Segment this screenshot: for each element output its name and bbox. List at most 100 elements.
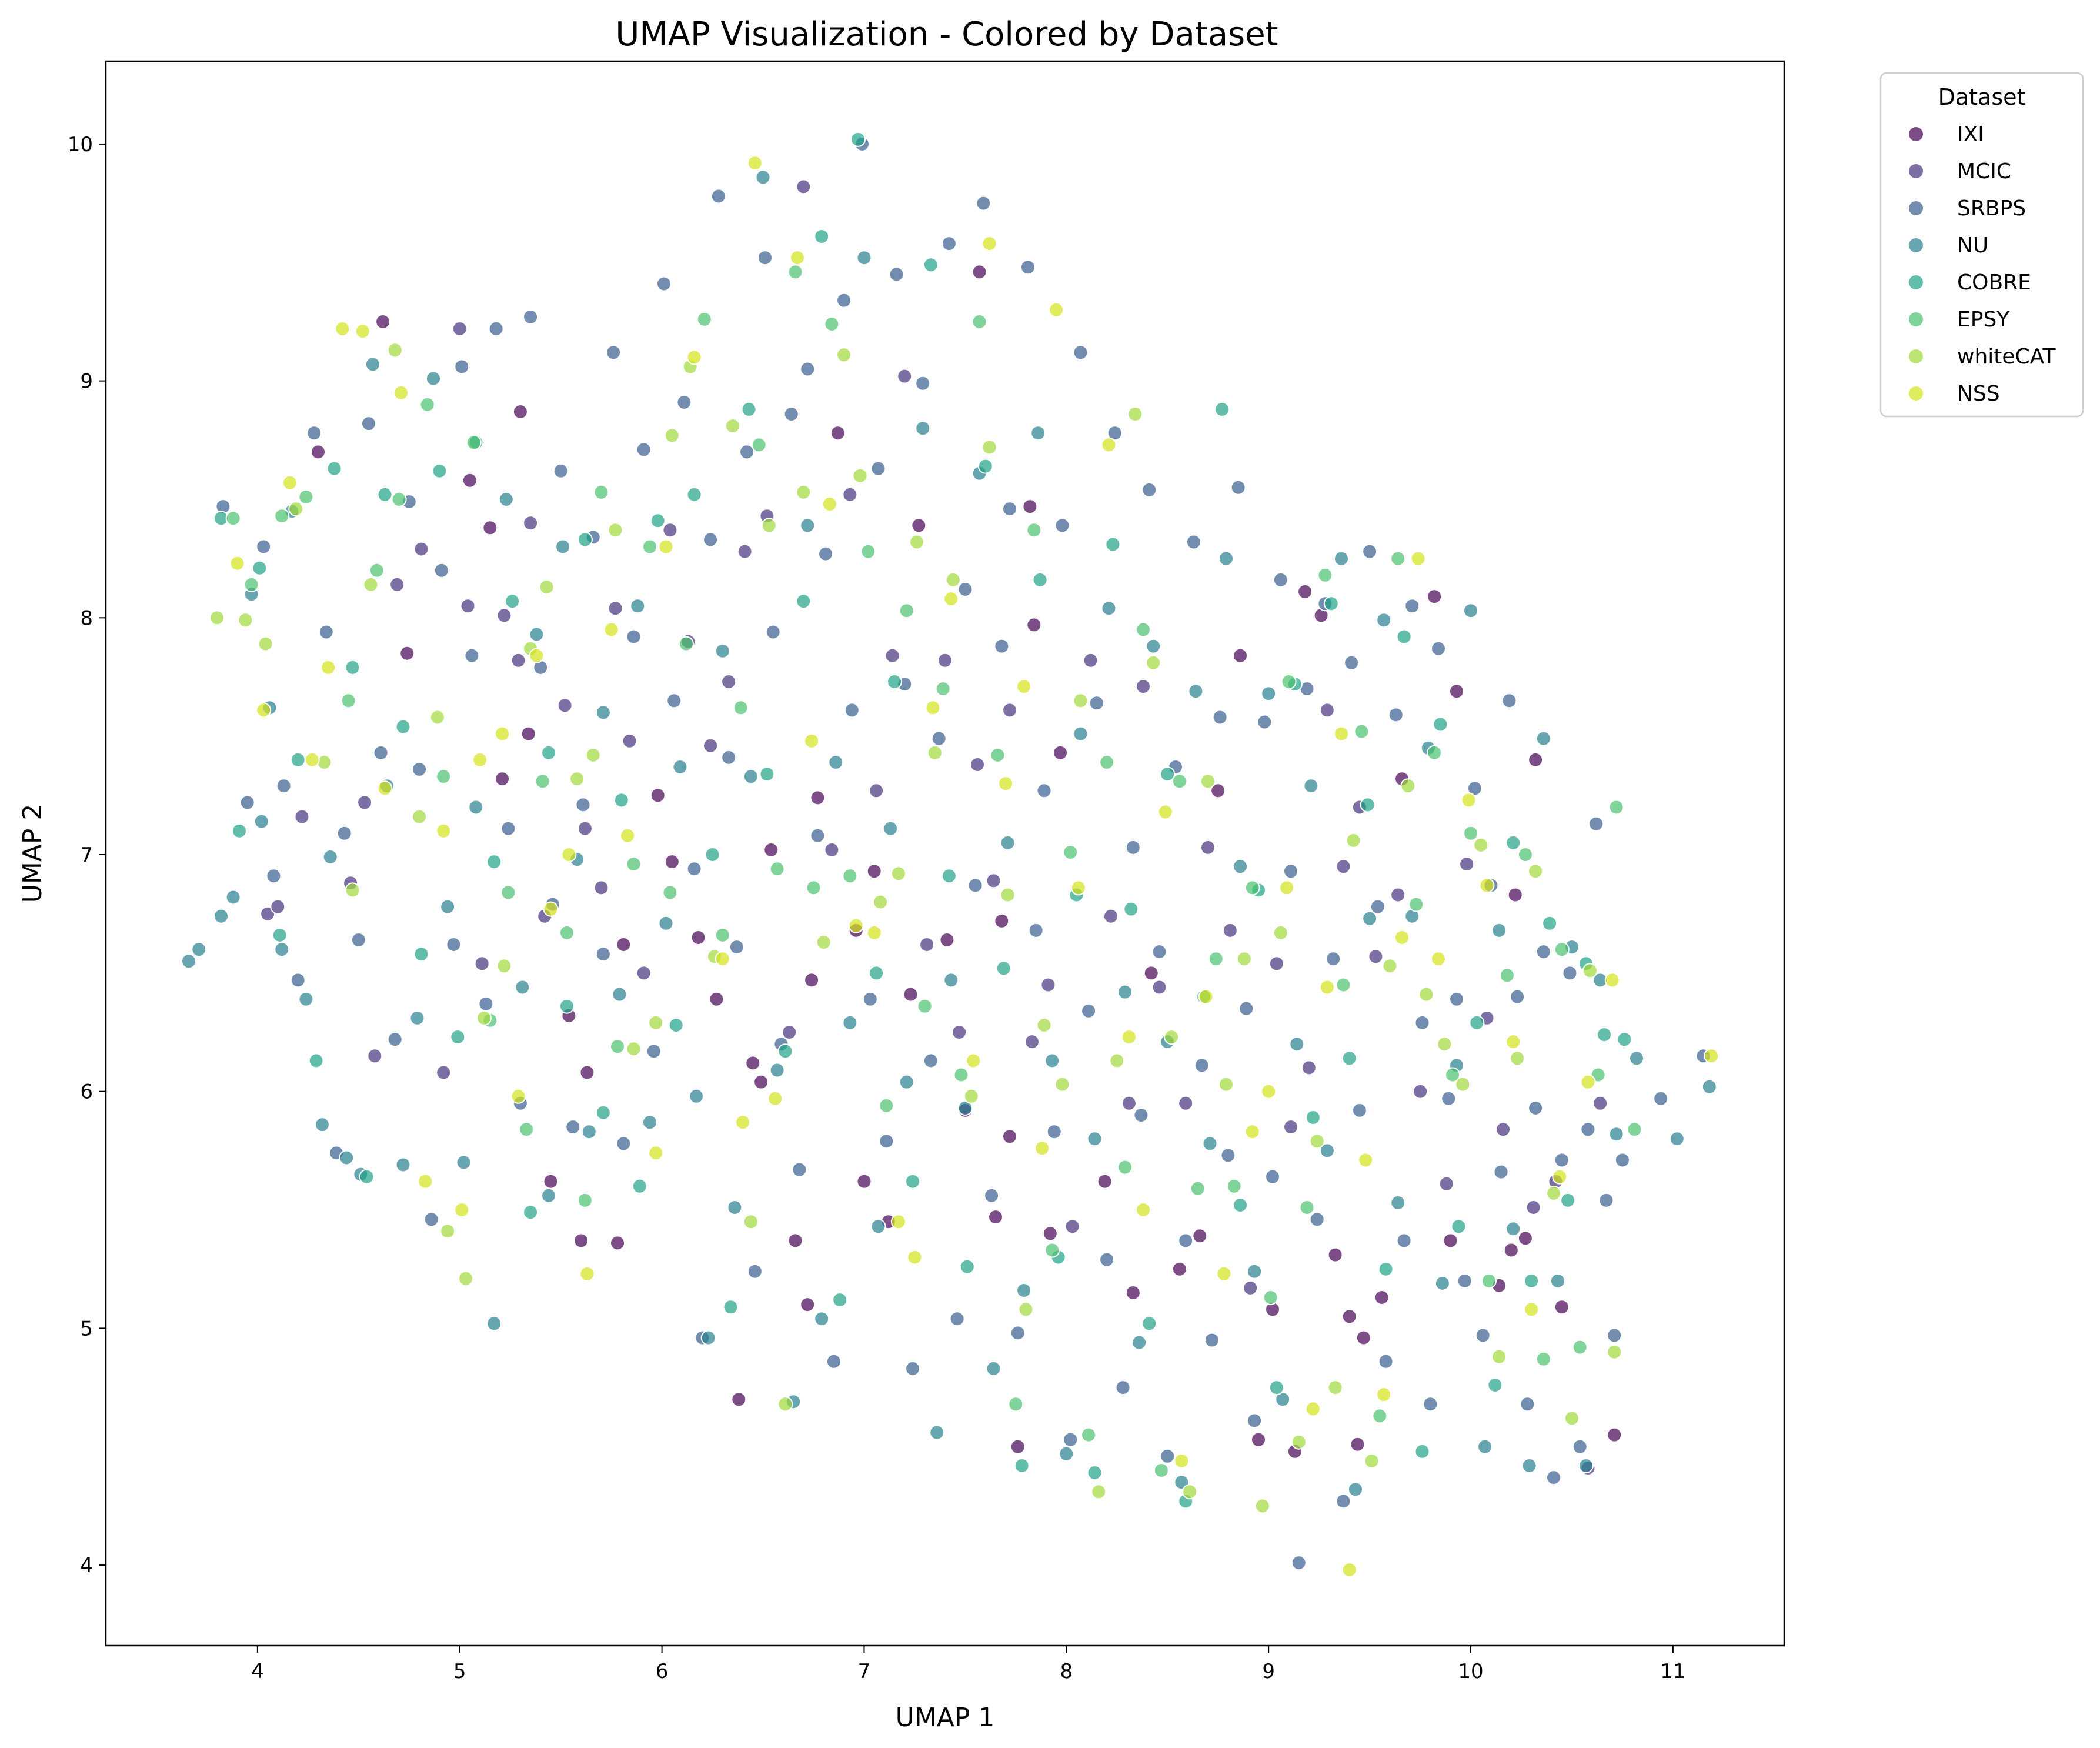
data-point xyxy=(1378,1261,1394,1277)
data-point xyxy=(935,681,951,697)
data-point xyxy=(253,813,269,829)
data-point xyxy=(541,745,556,760)
data-point xyxy=(395,719,411,735)
data-point xyxy=(899,1074,914,1090)
data-point xyxy=(256,702,272,718)
data-point xyxy=(1362,543,1378,559)
legend-marker xyxy=(1908,311,1924,328)
data-point xyxy=(1087,1131,1103,1147)
data-point xyxy=(1653,1090,1669,1106)
data-point xyxy=(1572,1339,1588,1355)
data-point xyxy=(890,1214,906,1230)
data-point xyxy=(229,555,245,571)
data-point xyxy=(1427,589,1443,605)
data-point xyxy=(1414,1443,1430,1459)
data-point xyxy=(828,755,844,770)
series-nss xyxy=(229,155,1720,1578)
data-point xyxy=(1481,1273,1497,1289)
legend-marker xyxy=(1908,163,1924,179)
data-point xyxy=(929,1425,945,1440)
axes: 4 5 6 7 8 9 10 11 4 5 6 7 8 9 10 xyxy=(68,133,1686,1683)
data-point xyxy=(369,562,385,578)
data-point xyxy=(1350,1436,1365,1452)
data-point xyxy=(650,788,666,803)
data-point xyxy=(745,1055,761,1071)
data-point xyxy=(433,562,449,578)
data-point xyxy=(519,1122,535,1137)
data-point xyxy=(595,705,611,720)
data-point xyxy=(577,532,593,548)
data-point xyxy=(1008,1396,1024,1412)
data-point xyxy=(500,885,516,900)
data-point xyxy=(1445,1067,1461,1083)
data-point xyxy=(1629,1050,1644,1066)
data-point xyxy=(1449,683,1464,699)
data-point xyxy=(626,629,642,645)
data-point xyxy=(966,1053,981,1069)
data-point xyxy=(650,513,666,529)
y-axis-label: UMAP 2 xyxy=(18,804,48,903)
x-tick-label: 7 xyxy=(858,1660,871,1683)
data-point xyxy=(1461,792,1477,808)
data-point xyxy=(915,421,931,436)
data-point xyxy=(510,1088,526,1104)
data-point xyxy=(1336,1493,1351,1509)
data-point xyxy=(1026,522,1042,538)
data-point xyxy=(1517,847,1533,862)
data-point xyxy=(377,780,393,796)
data-point xyxy=(1073,345,1089,361)
data-point xyxy=(1275,1392,1291,1407)
data-point xyxy=(1040,977,1056,993)
data-point xyxy=(565,1119,581,1135)
y-tick-label: 7 xyxy=(80,843,93,867)
data-point xyxy=(1044,1242,1060,1258)
data-point xyxy=(1580,1074,1596,1090)
data-point xyxy=(1133,1107,1149,1123)
data-point xyxy=(1081,1003,1097,1019)
data-point xyxy=(335,321,350,336)
data-point xyxy=(941,868,957,884)
data-point xyxy=(1101,601,1117,616)
data-point xyxy=(1089,695,1104,711)
data-point xyxy=(741,402,757,417)
data-point xyxy=(458,1270,474,1286)
data-point xyxy=(715,951,730,967)
data-point xyxy=(668,1018,684,1033)
data-point xyxy=(1022,499,1038,515)
data-point xyxy=(466,435,482,451)
data-point xyxy=(523,515,539,531)
data-point xyxy=(1153,1463,1169,1478)
data-point xyxy=(1378,1353,1394,1369)
data-point xyxy=(1265,1169,1280,1185)
data-point xyxy=(1382,958,1398,974)
data-point xyxy=(1251,1432,1266,1447)
series-mcic xyxy=(260,179,1608,1476)
data-point xyxy=(1564,1410,1580,1426)
data-point xyxy=(496,958,512,974)
data-point xyxy=(529,626,545,642)
data-point xyxy=(1608,1126,1624,1142)
data-point xyxy=(884,648,900,663)
data-point xyxy=(1475,1327,1491,1343)
data-point xyxy=(790,250,805,266)
data-point xyxy=(1528,863,1544,879)
legend-label: MCIC xyxy=(1957,159,2011,184)
legend: Dataset IXI MCIC SRBPS NU COBRE EPSY whiteCAT N… xyxy=(1879,72,2084,418)
data-point xyxy=(1477,1439,1493,1455)
data-point xyxy=(1578,1458,1594,1473)
data-point xyxy=(607,522,623,538)
data-point xyxy=(557,698,573,713)
data-point xyxy=(897,368,913,384)
data-point xyxy=(559,925,575,940)
data-point xyxy=(541,1187,556,1203)
data-point xyxy=(1414,1015,1430,1030)
data-point xyxy=(413,541,429,557)
data-point xyxy=(577,1192,593,1208)
data-point xyxy=(1437,1036,1453,1052)
data-point xyxy=(777,1396,793,1412)
data-point xyxy=(1226,1178,1242,1194)
data-point xyxy=(1151,979,1167,995)
data-point xyxy=(225,889,241,905)
data-point xyxy=(731,1392,747,1407)
data-point xyxy=(990,747,1006,763)
